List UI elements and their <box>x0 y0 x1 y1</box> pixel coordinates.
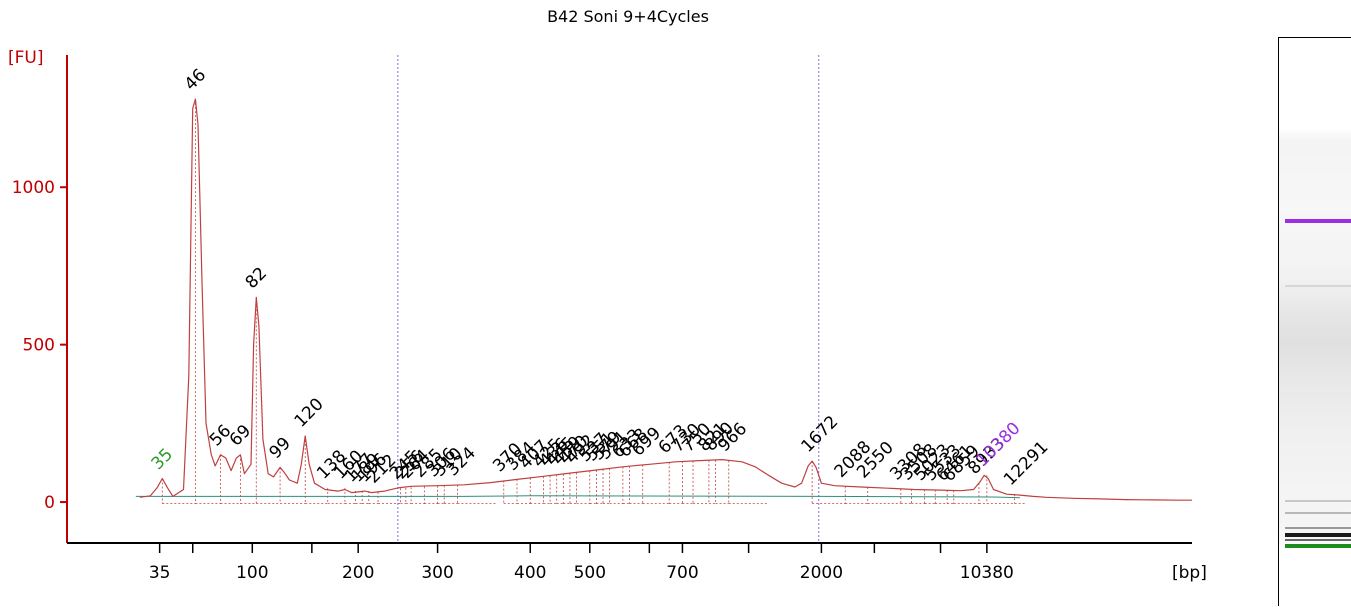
gel-band <box>1285 526 1351 529</box>
marker-lines <box>397 55 820 543</box>
x-tick-label: 400 <box>514 563 546 583</box>
y-tick-label: 0 <box>44 493 55 513</box>
gel-lane-image <box>1278 37 1351 606</box>
x-tick-label: 35 <box>149 563 171 583</box>
x-tick-label: 200 <box>342 563 374 583</box>
x-tick-label: 700 <box>666 563 698 583</box>
gel-band <box>1285 539 1351 541</box>
gel-band <box>1285 285 1351 288</box>
peak-labels: 3546566982991201381601771891962122452562… <box>148 65 1053 490</box>
x-axis-unit: [bp] <box>1172 563 1207 583</box>
x-tick-label: 300 <box>421 563 453 583</box>
x-tick-label: 100 <box>236 563 268 583</box>
y-tick-label: 500 <box>23 336 55 356</box>
x-tick-label: 500 <box>574 563 606 583</box>
gel-band <box>1285 512 1351 515</box>
x-tick-label: 2000 <box>800 563 843 583</box>
gel-band <box>1285 218 1351 223</box>
chart-axes: 0 500 1000 35 100 200 300 400 500 700 2000 10380 <box>12 55 1192 583</box>
trace-layer <box>135 98 1192 501</box>
x-tick-label: 10380 <box>960 563 1014 583</box>
chart-title: B42 Soni 9+4Cycles <box>547 7 709 26</box>
electropherogram-trace <box>139 98 1192 501</box>
peak-label-82: 82 <box>242 264 271 293</box>
peak-label-120: 120 <box>291 394 328 431</box>
gel-band <box>1285 533 1351 538</box>
y-axis-unit: [FU] <box>8 48 44 68</box>
peak-label-1672: 1672 <box>798 412 843 457</box>
peak-label-35: 35 <box>148 445 177 474</box>
gel-band <box>1285 499 1351 502</box>
gel-band <box>1285 543 1351 548</box>
baseline-line <box>135 495 1020 499</box>
y-tick-label: 1000 <box>12 178 55 198</box>
peak-label-99: 99 <box>265 434 294 463</box>
sub-peak-outlines <box>161 99 1025 505</box>
peak-label-46: 46 <box>181 65 210 94</box>
